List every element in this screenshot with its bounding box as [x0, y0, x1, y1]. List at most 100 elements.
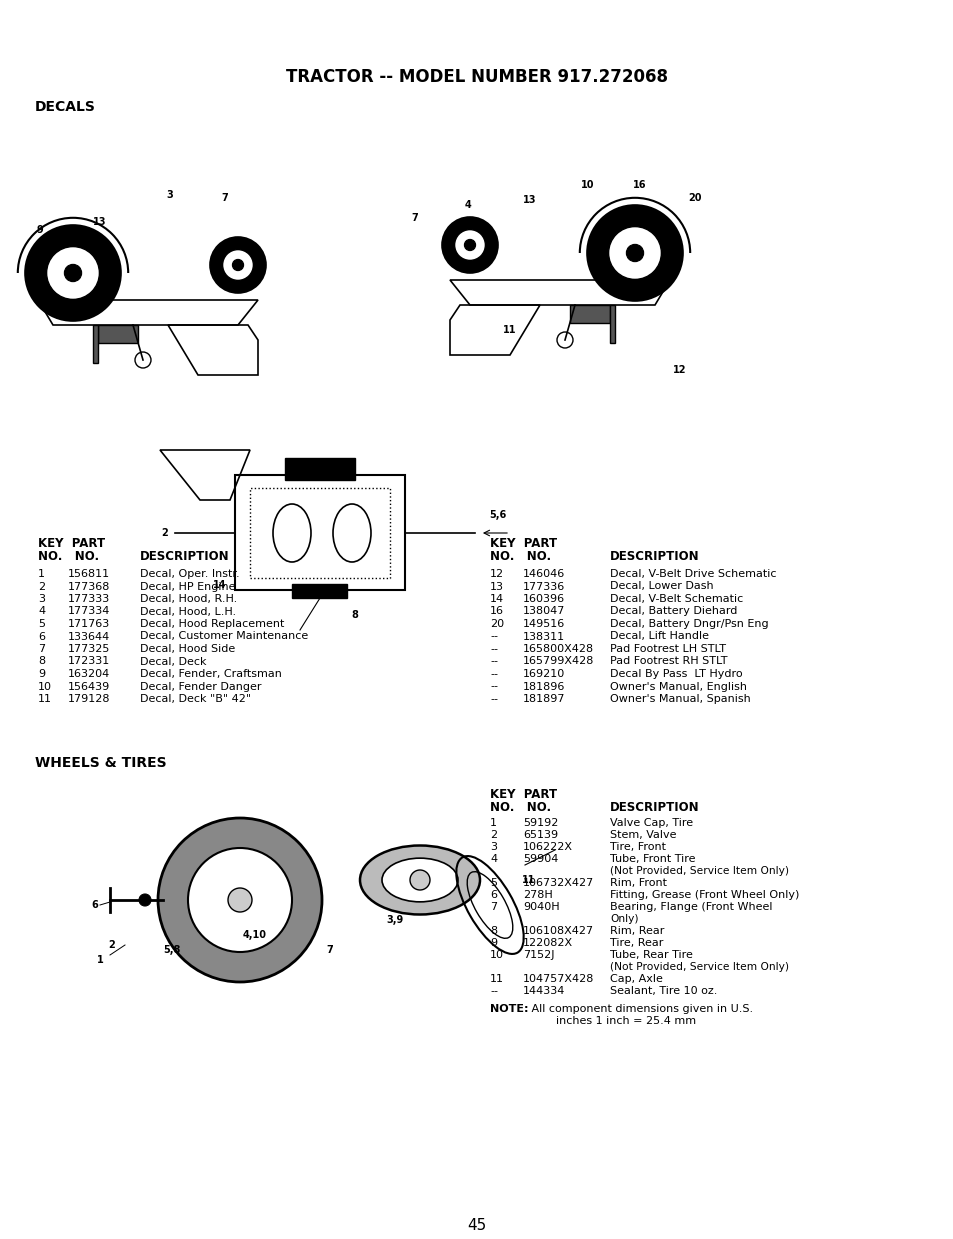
Text: 177368: 177368 — [68, 581, 111, 591]
Text: Decal, Hood Replacement: Decal, Hood Replacement — [140, 620, 284, 629]
Text: 20: 20 — [490, 620, 503, 629]
Text: 160396: 160396 — [522, 593, 564, 603]
Text: 13: 13 — [490, 581, 503, 591]
Circle shape — [188, 847, 292, 952]
Text: Decal, Fender Danger: Decal, Fender Danger — [140, 681, 261, 691]
Text: 106732X427: 106732X427 — [522, 878, 594, 888]
Circle shape — [228, 888, 252, 912]
Polygon shape — [609, 305, 615, 343]
Text: 5: 5 — [38, 620, 45, 629]
Text: 8: 8 — [352, 610, 358, 620]
Text: --: -- — [490, 681, 497, 691]
Text: 14: 14 — [213, 580, 227, 590]
Text: --: -- — [490, 669, 497, 679]
Text: 2: 2 — [161, 528, 168, 538]
Text: 12: 12 — [490, 569, 503, 579]
Text: Only): Only) — [609, 914, 638, 924]
Text: 149516: 149516 — [522, 620, 565, 629]
Text: 16: 16 — [633, 180, 646, 190]
Text: Decal, Battery Diehard: Decal, Battery Diehard — [609, 607, 737, 617]
Ellipse shape — [381, 859, 457, 902]
Text: 10: 10 — [38, 681, 52, 691]
Ellipse shape — [359, 845, 479, 914]
Text: Owner's Manual, English: Owner's Manual, English — [609, 681, 746, 691]
Text: 8: 8 — [38, 657, 45, 667]
Circle shape — [64, 264, 82, 281]
Text: 45: 45 — [467, 1218, 486, 1233]
Text: Decal, Lower Dash: Decal, Lower Dash — [609, 581, 713, 591]
Text: 7: 7 — [221, 193, 228, 203]
Text: 12: 12 — [673, 366, 686, 375]
FancyBboxPatch shape — [292, 584, 347, 598]
Text: 4,10: 4,10 — [243, 930, 267, 940]
Text: TRACTOR -- MODEL NUMBER 917.272068: TRACTOR -- MODEL NUMBER 917.272068 — [286, 68, 667, 85]
Text: 104757X428: 104757X428 — [522, 974, 594, 984]
Text: 9: 9 — [490, 938, 497, 948]
Text: Decal, Lift Handle: Decal, Lift Handle — [609, 632, 708, 642]
Text: Decal, Oper. Instr.: Decal, Oper. Instr. — [140, 569, 239, 579]
Text: 106108X427: 106108X427 — [522, 926, 594, 935]
Text: 4: 4 — [38, 607, 45, 617]
Circle shape — [222, 249, 253, 280]
Text: 7: 7 — [38, 644, 45, 654]
Circle shape — [139, 895, 151, 906]
Text: 11: 11 — [490, 974, 503, 984]
Text: 106222X: 106222X — [522, 843, 573, 852]
Text: Stem, Valve: Stem, Valve — [609, 830, 676, 840]
Text: KEY  PART: KEY PART — [38, 536, 105, 550]
FancyBboxPatch shape — [285, 458, 355, 479]
Text: 146046: 146046 — [522, 569, 565, 579]
Circle shape — [626, 244, 643, 261]
Text: NO.   NO.: NO. NO. — [490, 800, 551, 814]
Text: --: -- — [490, 632, 497, 642]
Text: 4: 4 — [490, 854, 497, 864]
Text: 177333: 177333 — [68, 593, 111, 603]
Text: Fitting, Grease (Front Wheel Only): Fitting, Grease (Front Wheel Only) — [609, 890, 799, 900]
Text: 177336: 177336 — [522, 581, 565, 591]
Text: 13: 13 — [522, 195, 537, 204]
Text: 59192: 59192 — [522, 818, 558, 828]
Text: 181896: 181896 — [522, 681, 565, 691]
Text: NO.   NO.: NO. NO. — [38, 550, 99, 563]
Polygon shape — [569, 305, 609, 323]
Text: 165799X428: 165799X428 — [522, 657, 594, 667]
Text: Decal, Battery Dngr/Psn Eng: Decal, Battery Dngr/Psn Eng — [609, 620, 768, 629]
Text: Pad Footrest LH STLT: Pad Footrest LH STLT — [609, 644, 725, 654]
Text: 11: 11 — [521, 875, 535, 885]
Text: Decal, Deck "B" 42": Decal, Deck "B" 42" — [140, 694, 251, 704]
Text: 177334: 177334 — [68, 607, 111, 617]
Text: Decal, V-Belt Schematic: Decal, V-Belt Schematic — [609, 593, 742, 603]
Circle shape — [25, 225, 121, 321]
Text: 6: 6 — [38, 632, 45, 642]
Text: 3: 3 — [490, 843, 497, 852]
Circle shape — [233, 259, 243, 270]
Text: Tube, Front Tire: Tube, Front Tire — [609, 854, 695, 864]
Text: 20: 20 — [687, 193, 701, 203]
Circle shape — [464, 239, 476, 250]
Text: 169210: 169210 — [522, 669, 565, 679]
Text: 2: 2 — [38, 581, 45, 591]
Text: 5,8: 5,8 — [163, 945, 180, 955]
Text: WHEELS & TIRES: WHEELS & TIRES — [35, 756, 167, 769]
Text: KEY  PART: KEY PART — [490, 536, 557, 550]
Circle shape — [210, 237, 266, 292]
Text: Decal, Hood, R.H.: Decal, Hood, R.H. — [140, 593, 237, 603]
Text: 156811: 156811 — [68, 569, 110, 579]
Text: Tube, Rear Tire: Tube, Rear Tire — [609, 950, 692, 960]
Text: 5,6: 5,6 — [489, 510, 506, 520]
Text: Decal, V-Belt Drive Schematic: Decal, V-Belt Drive Schematic — [609, 569, 776, 579]
Text: Decal, Hood Side: Decal, Hood Side — [140, 644, 235, 654]
Text: 14: 14 — [490, 593, 503, 603]
Text: 65139: 65139 — [522, 830, 558, 840]
Text: 11: 11 — [38, 694, 52, 704]
Text: 133644: 133644 — [68, 632, 111, 642]
Text: 1: 1 — [38, 569, 45, 579]
Text: Rim, Front: Rim, Front — [609, 878, 666, 888]
Text: --: -- — [490, 694, 497, 704]
Text: 5: 5 — [490, 878, 497, 888]
Text: Bearing, Flange (Front Wheel: Bearing, Flange (Front Wheel — [609, 902, 772, 912]
Text: Rim, Rear: Rim, Rear — [609, 926, 663, 935]
Text: --: -- — [490, 644, 497, 654]
Text: Decal By Pass  LT Hydro: Decal By Pass LT Hydro — [609, 669, 741, 679]
Circle shape — [158, 818, 322, 983]
